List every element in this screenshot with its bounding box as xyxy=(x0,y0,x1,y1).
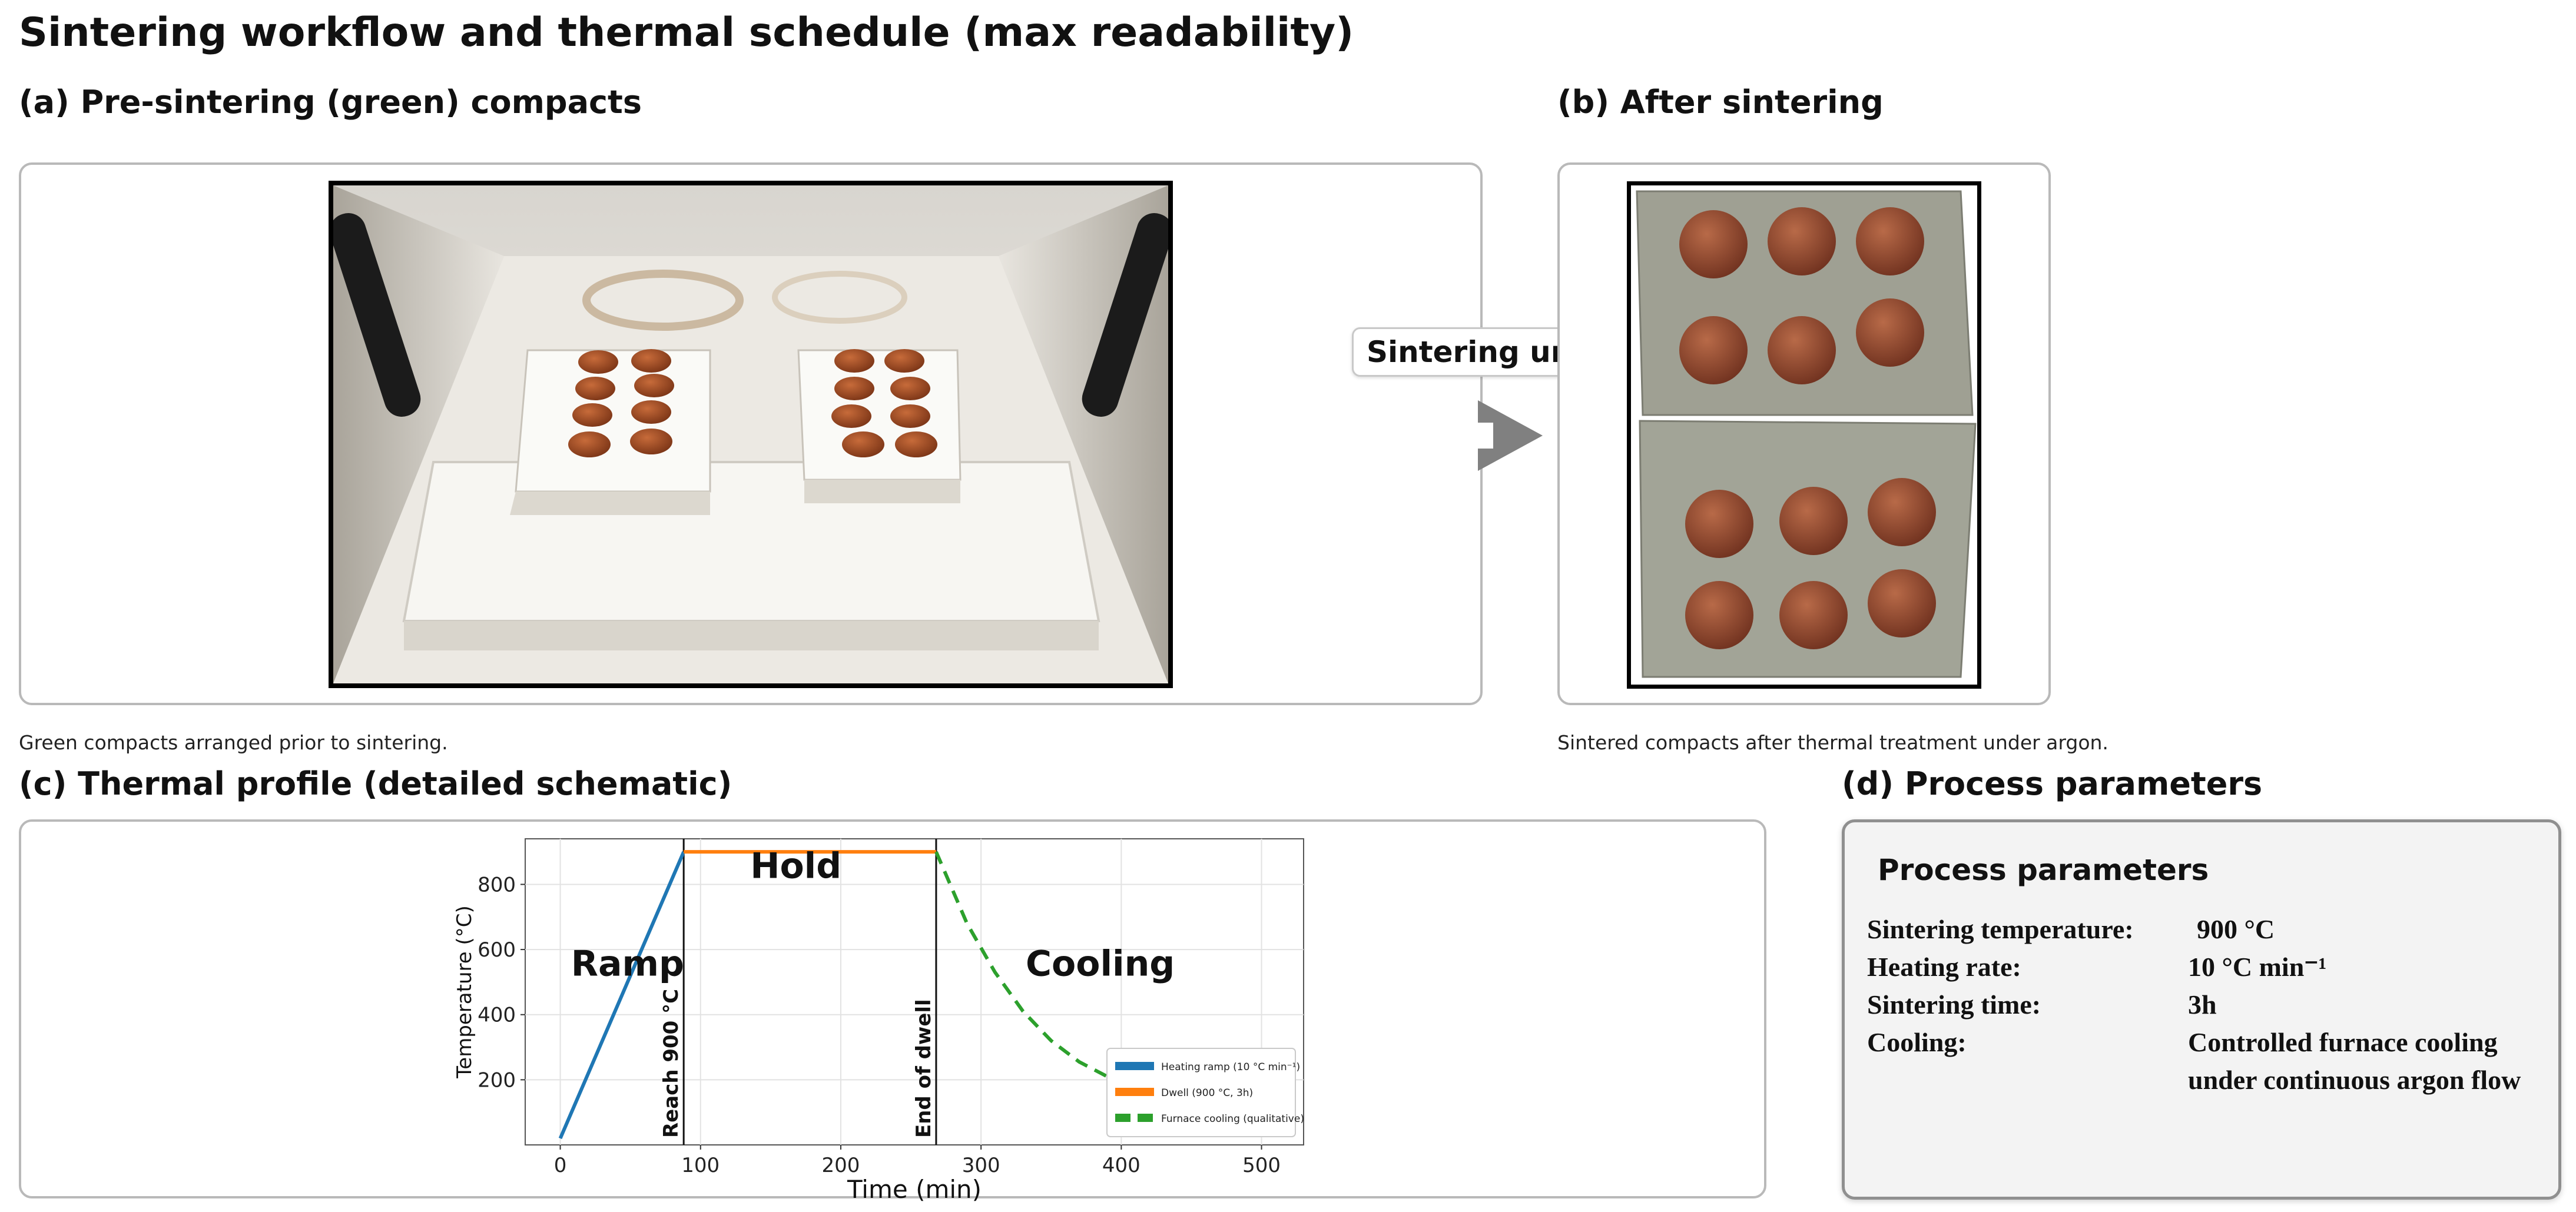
phase-label-cooling: Cooling xyxy=(1026,943,1175,984)
panel-b-caption: Sintered compacts after thermal treatmen… xyxy=(1557,731,2108,754)
thermal-profile-chart: 0 100 200 300 400 500 200 400 600 800 Time (min) Te… xyxy=(453,838,1304,1204)
x-tick-label: 400 xyxy=(1102,1154,1141,1177)
param-value-cooling: Controlled furnace cooling under continu… xyxy=(2188,1027,2521,1095)
y-tick-label: 600 xyxy=(478,938,516,962)
params-box-title: Process parameters xyxy=(1878,853,2209,887)
arrow-right-icon xyxy=(1478,400,1543,471)
panel-b-heading: (b) After sintering xyxy=(1557,84,1884,121)
legend-label: Furnace cooling (qualitative) xyxy=(1161,1113,1304,1125)
legend-label: Heating ramp (10 °C min⁻¹) xyxy=(1161,1061,1300,1073)
sintered-photo-illustration xyxy=(1631,185,1977,685)
panel-a-caption: Green compacts arranged prior to sinteri… xyxy=(19,731,448,754)
panel-c-heading: (c) Thermal profile (detailed schematic) xyxy=(19,765,732,802)
param-key-sintering-time: Sintering time: xyxy=(1867,989,2041,1020)
page-title: Sintering workflow and thermal schedule … xyxy=(19,9,1354,56)
process-parameters-box: Process parameters Sintering temperature… xyxy=(1842,819,2561,1200)
legend-label: Dwell (900 °C, 3h) xyxy=(1161,1087,1253,1099)
param-value-sintering-time: 3h xyxy=(2188,989,2217,1020)
y-axis-label: Temperature (°C) xyxy=(453,905,476,1078)
furnace-interior-photo xyxy=(329,181,1173,688)
param-key-cooling: Cooling: xyxy=(1867,1027,1967,1057)
sintered-compacts-photo xyxy=(1627,181,1981,689)
series-heating-ramp xyxy=(558,851,685,1140)
vline-label: End of dwell xyxy=(912,999,936,1138)
series-furnace-cooling xyxy=(934,851,1122,1083)
panel-d-heading: (d) Process parameters xyxy=(1842,765,2263,802)
x-axis-label: Time (min) xyxy=(847,1175,982,1204)
x-tick-label: 300 xyxy=(962,1154,1000,1177)
chart-legend xyxy=(1106,1048,1296,1137)
x-tick-label: 0 xyxy=(554,1154,567,1177)
y-tick-label: 800 xyxy=(478,873,516,896)
panel-a-heading: (a) Pre-sintering (green) compacts xyxy=(19,84,642,121)
y-tick-label: 200 xyxy=(478,1068,516,1092)
x-tick-label: 500 xyxy=(1242,1154,1281,1177)
vline-label: Reach 900 °C xyxy=(659,989,683,1138)
params-table: Sintering temperature: 900 °C Heating ra… xyxy=(1867,911,2550,1187)
param-key-heating-rate: Heating rate: xyxy=(1867,952,2021,982)
x-tick-label: 100 xyxy=(681,1154,720,1177)
param-value-temperature: 900 °C xyxy=(2197,914,2275,944)
y-tick-label: 400 xyxy=(478,1004,516,1027)
panel-b-frame xyxy=(1557,162,2051,705)
param-key-temperature: Sintering temperature: xyxy=(1867,914,2134,944)
phase-label-hold: Hold xyxy=(750,845,841,886)
phase-label-ramp: Ramp xyxy=(571,943,684,984)
param-value-heating-rate: 10 °C min⁻¹ xyxy=(2188,952,2327,982)
furnace-photo-illustration xyxy=(329,185,1173,683)
panel-a-frame xyxy=(19,162,1483,705)
x-tick-label: 200 xyxy=(821,1154,860,1177)
